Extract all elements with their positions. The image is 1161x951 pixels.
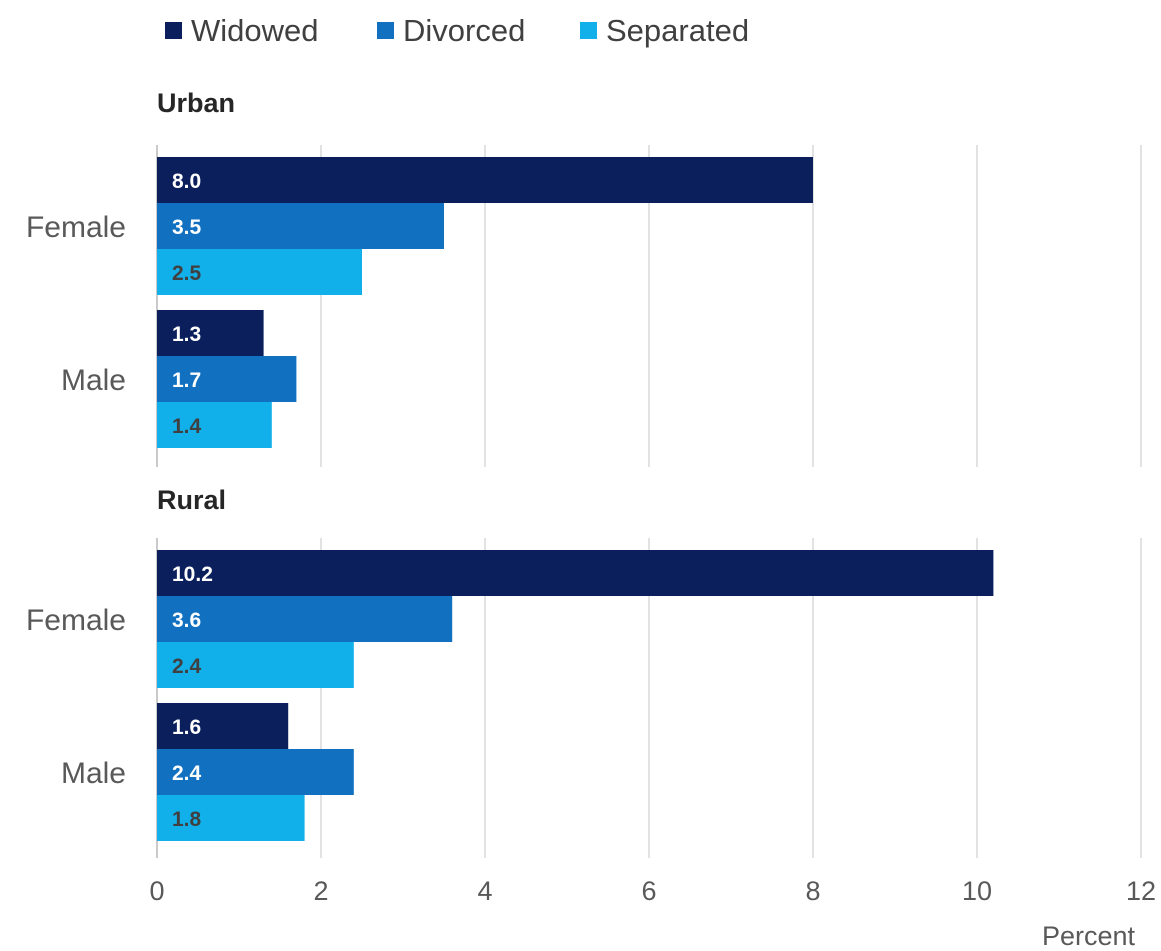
data-label: 3.6 — [172, 609, 201, 632]
x-tick-label: 8 — [805, 876, 820, 906]
bar — [157, 703, 289, 749]
data-label: 2.4 — [172, 762, 202, 785]
data-label: 1.6 — [172, 716, 201, 739]
panel-title: Urban — [157, 88, 235, 118]
bar — [157, 749, 354, 795]
x-tick-label: 0 — [149, 876, 164, 906]
data-label: 2.4 — [172, 655, 202, 678]
data-label: 8.0 — [172, 170, 201, 193]
x-axis-title: Percent — [1042, 921, 1136, 951]
bar — [157, 642, 354, 688]
x-tick-label: 10 — [962, 876, 992, 906]
legend: Widowed Divorced Separated — [165, 13, 749, 48]
category-label: Male — [61, 364, 126, 397]
legend-label: Widowed — [191, 13, 319, 48]
legend-label: Separated — [606, 13, 749, 48]
category-label: Female — [26, 211, 126, 244]
panels: Urban Female 8.0 3.5 2.5 Male 1.3 1.7 1.4 Rural Fe… — [26, 88, 994, 841]
bar — [157, 310, 264, 356]
legend-swatch — [580, 22, 597, 39]
data-label: 3.5 — [172, 216, 202, 239]
panel-title: Rural — [157, 485, 226, 515]
data-label: 1.7 — [172, 369, 201, 392]
bar — [157, 795, 305, 841]
legend-swatch — [165, 22, 182, 39]
data-label: 10.2 — [172, 563, 213, 586]
data-label: 1.8 — [172, 808, 202, 831]
x-tick-label: 6 — [641, 876, 656, 906]
data-label: 2.5 — [172, 262, 202, 285]
x-tick-label: 2 — [313, 876, 328, 906]
bar — [157, 596, 453, 642]
bar — [157, 402, 272, 448]
x-axis: Percent 0 2 4 6 8 10 12 — [149, 876, 1156, 951]
bar — [157, 356, 297, 402]
bar — [157, 203, 444, 249]
category-label: Male — [61, 757, 126, 790]
legend-swatch — [377, 22, 394, 39]
legend-label: Divorced — [403, 13, 525, 48]
category-label: Female — [26, 604, 126, 637]
x-tick-label: 12 — [1126, 876, 1156, 906]
data-label: 1.3 — [172, 323, 201, 346]
bar — [157, 249, 362, 295]
x-tick-label: 4 — [477, 876, 492, 906]
bar — [157, 550, 994, 596]
data-label: 1.4 — [172, 415, 202, 438]
bar — [157, 157, 813, 203]
